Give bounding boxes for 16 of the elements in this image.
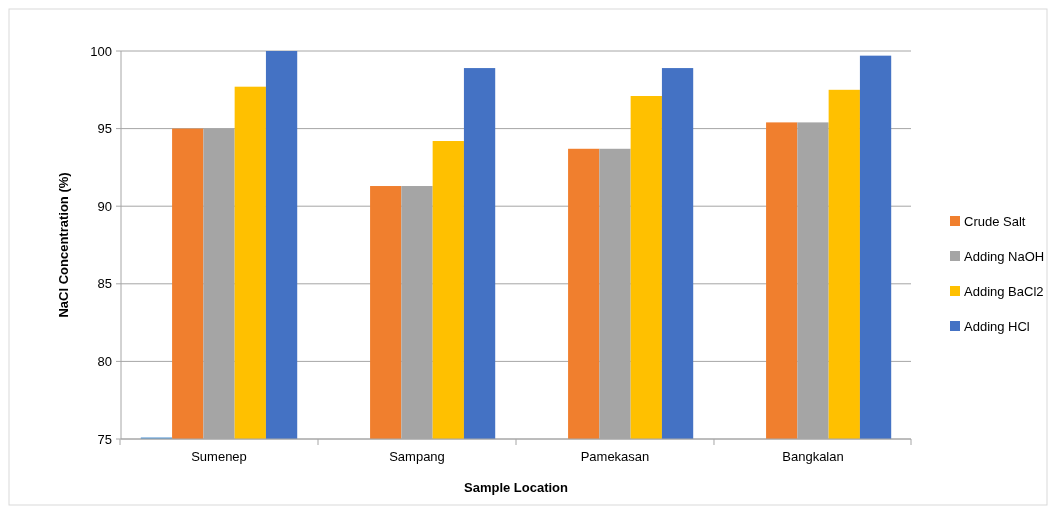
legend-label: Crude Salt	[964, 213, 1026, 229]
x-axis-title: Sample Location	[463, 480, 569, 495]
y-tick-label: 100	[90, 43, 112, 59]
legend-label: Adding NaOH	[964, 248, 1045, 264]
y-axis-title: NaCl Concentration (%)	[56, 172, 71, 318]
y-tick-label: 90	[97, 198, 112, 214]
y-tick-label: 85	[97, 276, 112, 292]
x-tick-label: Pamekasan	[580, 449, 650, 464]
x-tick-label: Bangkalan	[782, 449, 844, 464]
legend-label: Adding HCl	[964, 318, 1030, 334]
y-tick-label: 75	[97, 431, 112, 447]
legend-label: Adding BaCl2	[964, 283, 1044, 299]
x-tick-label: Sumenep	[191, 449, 247, 464]
y-tick-label: 95	[97, 121, 112, 137]
x-tick-label: Sampang	[389, 449, 445, 464]
y-tick-label: 80	[97, 353, 112, 369]
